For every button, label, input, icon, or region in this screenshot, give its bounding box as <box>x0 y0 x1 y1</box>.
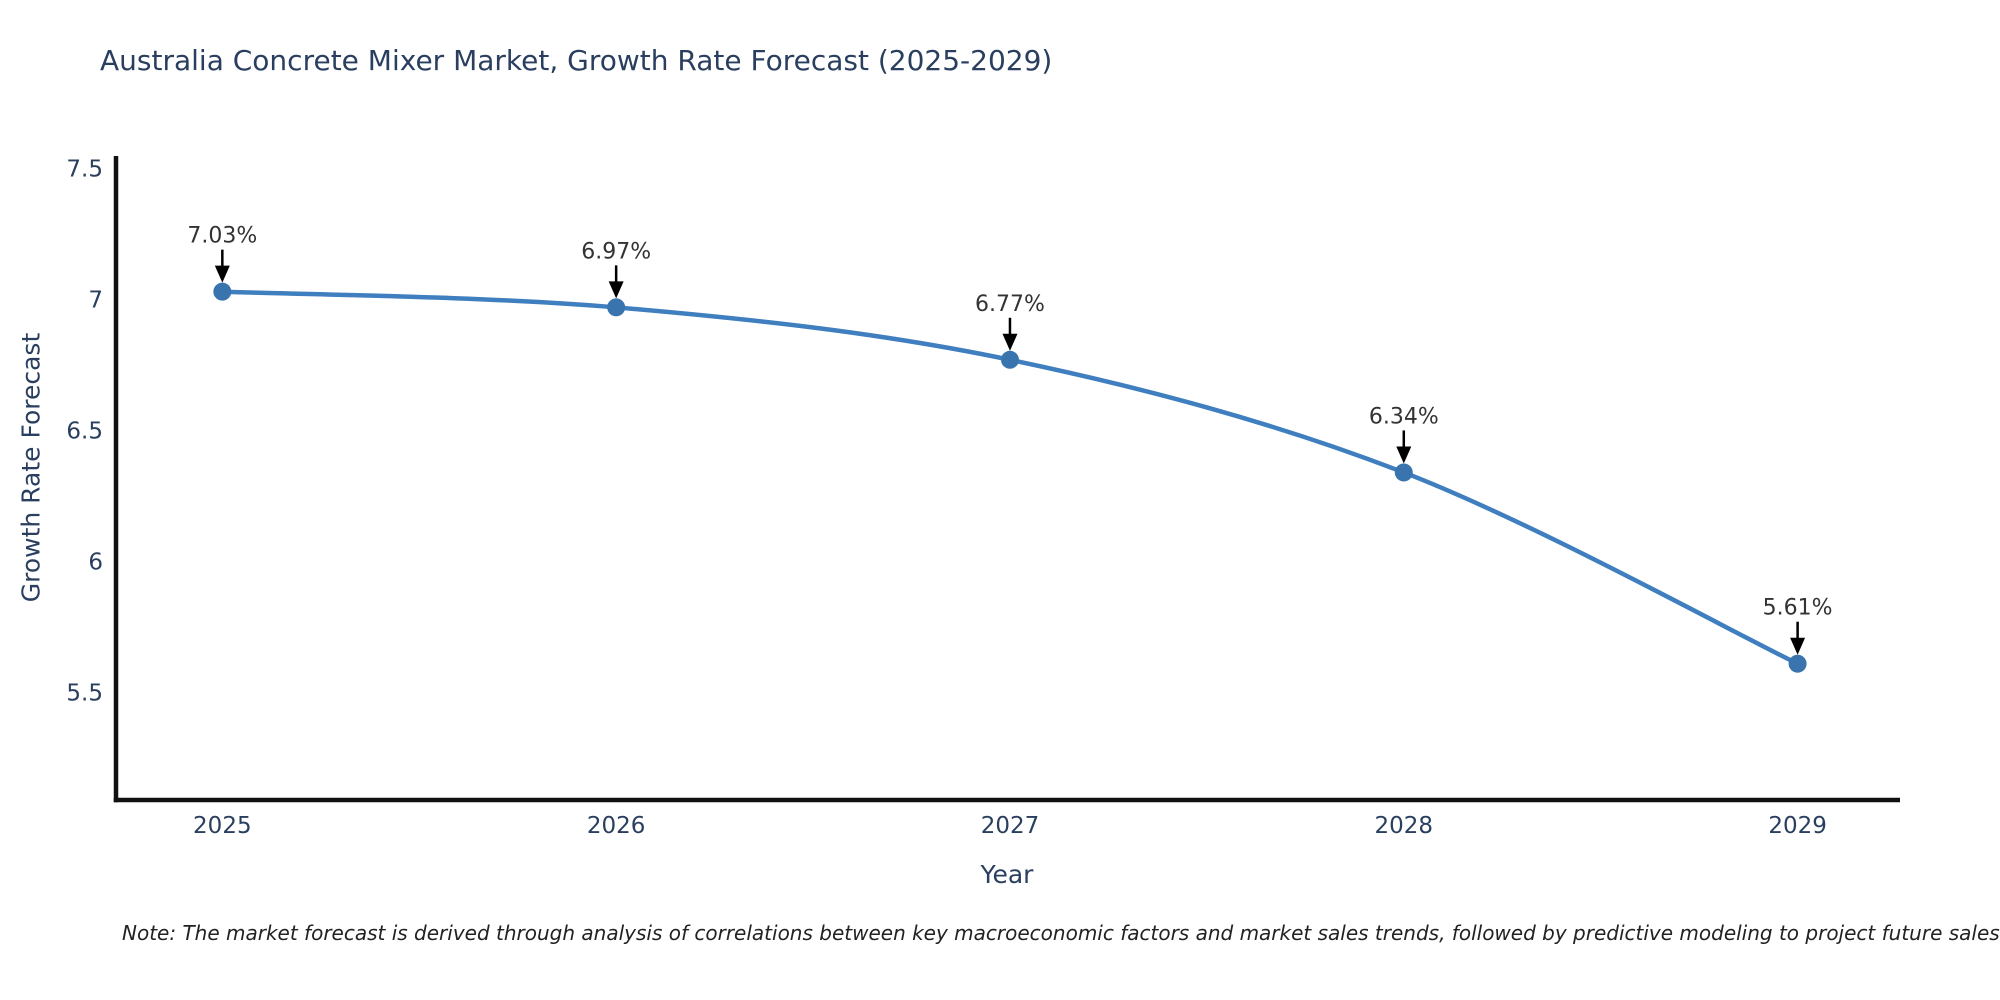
annotation-arrowhead-icon <box>214 265 230 283</box>
annotation-arrowhead-icon <box>608 281 624 299</box>
data-point-marker <box>1394 463 1413 482</box>
data-point-marker <box>213 282 232 301</box>
data-point-marker <box>607 298 626 317</box>
footnote: Note: The market forecast is derived thr… <box>122 921 2000 945</box>
annotation-arrowhead-icon <box>1002 333 1018 351</box>
annotation-label: 6.77% <box>975 292 1045 317</box>
x-axis-title: Year <box>980 860 1034 889</box>
annotation-label: 5.61% <box>1763 596 1833 621</box>
data-point-marker <box>1788 654 1807 673</box>
data-point-marker <box>1000 350 1019 369</box>
y-tick-label: 6 <box>88 550 103 576</box>
x-tick-label: 2026 <box>587 813 646 839</box>
x-tick-label: 2029 <box>1768 813 1827 839</box>
annotation-arrowhead-icon <box>1396 446 1412 464</box>
annotation-label: 6.97% <box>581 239 651 264</box>
x-tick-label: 2028 <box>1375 813 1434 839</box>
annotation-label: 6.34% <box>1369 404 1439 429</box>
y-tick-label: 5.5 <box>66 681 103 707</box>
y-tick-label: 7 <box>88 288 103 314</box>
annotation-label: 7.03% <box>187 224 257 249</box>
chart-title: Australia Concrete Mixer Market, Growth … <box>100 44 1053 77</box>
x-tick-label: 2027 <box>981 813 1040 839</box>
x-tick-label: 2025 <box>193 813 252 839</box>
y-tick-label: 7.5 <box>66 157 103 183</box>
y-tick-label: 6.5 <box>66 419 103 445</box>
annotation-arrowhead-icon <box>1790 637 1806 655</box>
